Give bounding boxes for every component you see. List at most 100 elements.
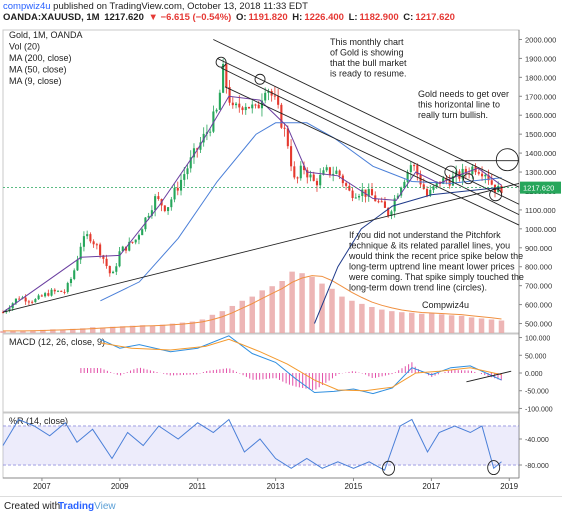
candle-body [63, 291, 66, 293]
candle-body [31, 301, 34, 303]
volume-bar [50, 329, 56, 333]
volume-bar [279, 281, 285, 333]
open-value: 1191.820 [248, 12, 288, 23]
candle-body [225, 64, 228, 88]
trend-line-median [224, 86, 520, 226]
price-tick-label: 1600.000 [525, 111, 556, 120]
candle-body [409, 165, 412, 173]
candle-body [370, 189, 374, 196]
candle-body [403, 181, 406, 188]
candle-body [351, 190, 354, 199]
wr-circle [382, 460, 395, 476]
annotation-middle: would think the recent price spike below… [348, 251, 523, 261]
candle-body [251, 104, 254, 109]
author-link[interactable]: compwiz4u [3, 1, 51, 12]
candle-body [18, 298, 21, 300]
candle-body [76, 259, 79, 271]
macd-trend-line [466, 370, 512, 383]
low-label: L: [348, 12, 358, 23]
candle-body [176, 187, 179, 191]
candle-body [244, 106, 247, 111]
candle-body [277, 96, 280, 105]
open-label: O: [235, 12, 247, 23]
macd-line [100, 335, 502, 395]
candle-body [383, 201, 387, 208]
candle-body [267, 91, 270, 93]
volume-bar [0, 330, 6, 333]
price-tick-label: 2000.000 [525, 35, 556, 44]
annotation-top: that the bull market [330, 58, 407, 68]
publish-header: compwiz4u published on TradingView.com, … [3, 1, 308, 12]
volume-bar [458, 315, 465, 333]
candle-body [14, 298, 17, 304]
candle-body [335, 170, 338, 174]
footer: Created with TradingView [0, 496, 562, 518]
volume-bar [10, 330, 16, 333]
close-value-2: 1217.620 [415, 12, 455, 23]
candle-body [222, 64, 225, 93]
candle-body [419, 174, 422, 185]
trend-line-pitchfork_lower [220, 67, 520, 216]
volume-bar [309, 276, 315, 333]
candle-body [228, 87, 231, 103]
tradingview-logo[interactable]: TradingView [58, 501, 116, 512]
candle-body [293, 166, 296, 178]
candle-body [254, 104, 257, 106]
candle-body [186, 168, 189, 175]
candle-body [209, 131, 212, 133]
candle-body [332, 173, 335, 176]
volume-bar [498, 320, 505, 333]
volume-bar [99, 327, 106, 333]
candle-body [442, 178, 445, 184]
candle-body [60, 290, 63, 292]
candle-body [312, 174, 315, 181]
annotation-right: Gold needs to get over [418, 89, 509, 99]
candle-body [66, 283, 69, 292]
volume-bar [149, 325, 156, 333]
volume-bar [119, 326, 126, 333]
volume-bar [349, 300, 355, 333]
volume-bar [139, 325, 146, 333]
candle-body [354, 197, 357, 199]
volume-bar [289, 271, 295, 333]
time-tick-label: 2013 [267, 482, 285, 491]
candle-body [338, 170, 341, 176]
chart-canvas[interactable]: 500.000 600.000 700.000 800.000 900.000 1000.… [0, 0, 562, 496]
candle-body [345, 183, 348, 186]
time-tick-label: 2009 [111, 482, 129, 491]
candle-body [302, 165, 306, 171]
candle-body [328, 167, 331, 176]
candle-body [108, 266, 111, 274]
brand-view: View [94, 501, 116, 512]
candle-body [118, 251, 121, 267]
volume-bar [60, 329, 66, 333]
price-tick-label: 800.000 [525, 263, 552, 272]
price-tick-label: 1000.000 [525, 225, 556, 234]
change-value: ▼ −6.615 (−0.54%) [148, 12, 232, 23]
candle-body [95, 244, 98, 246]
annotation-circle [444, 165, 458, 179]
trend-line-uptrend [2, 182, 520, 313]
candle-body [286, 128, 289, 147]
ma200-line [314, 186, 502, 324]
candle-body [69, 278, 73, 284]
candle-body [361, 189, 364, 197]
macd-signal-line [100, 338, 502, 392]
candle-body [89, 234, 92, 242]
candle-body [241, 107, 244, 111]
candle-body [400, 187, 403, 196]
candle-body [425, 189, 429, 196]
time-tick-label: 2011 [189, 482, 207, 491]
candle-body [325, 167, 328, 171]
volume-bar [249, 296, 255, 333]
candle-body [27, 301, 30, 303]
candle-body [464, 168, 467, 174]
candle-body [157, 196, 160, 200]
candle-body [218, 92, 221, 110]
candle-body [396, 195, 399, 199]
pane-1 [2, 29, 520, 334]
candle-body [358, 196, 361, 198]
candle-body [215, 109, 218, 112]
annotation-middle: long-term uptrend line meant lower price… [349, 262, 515, 272]
annotation-circle [495, 148, 519, 172]
